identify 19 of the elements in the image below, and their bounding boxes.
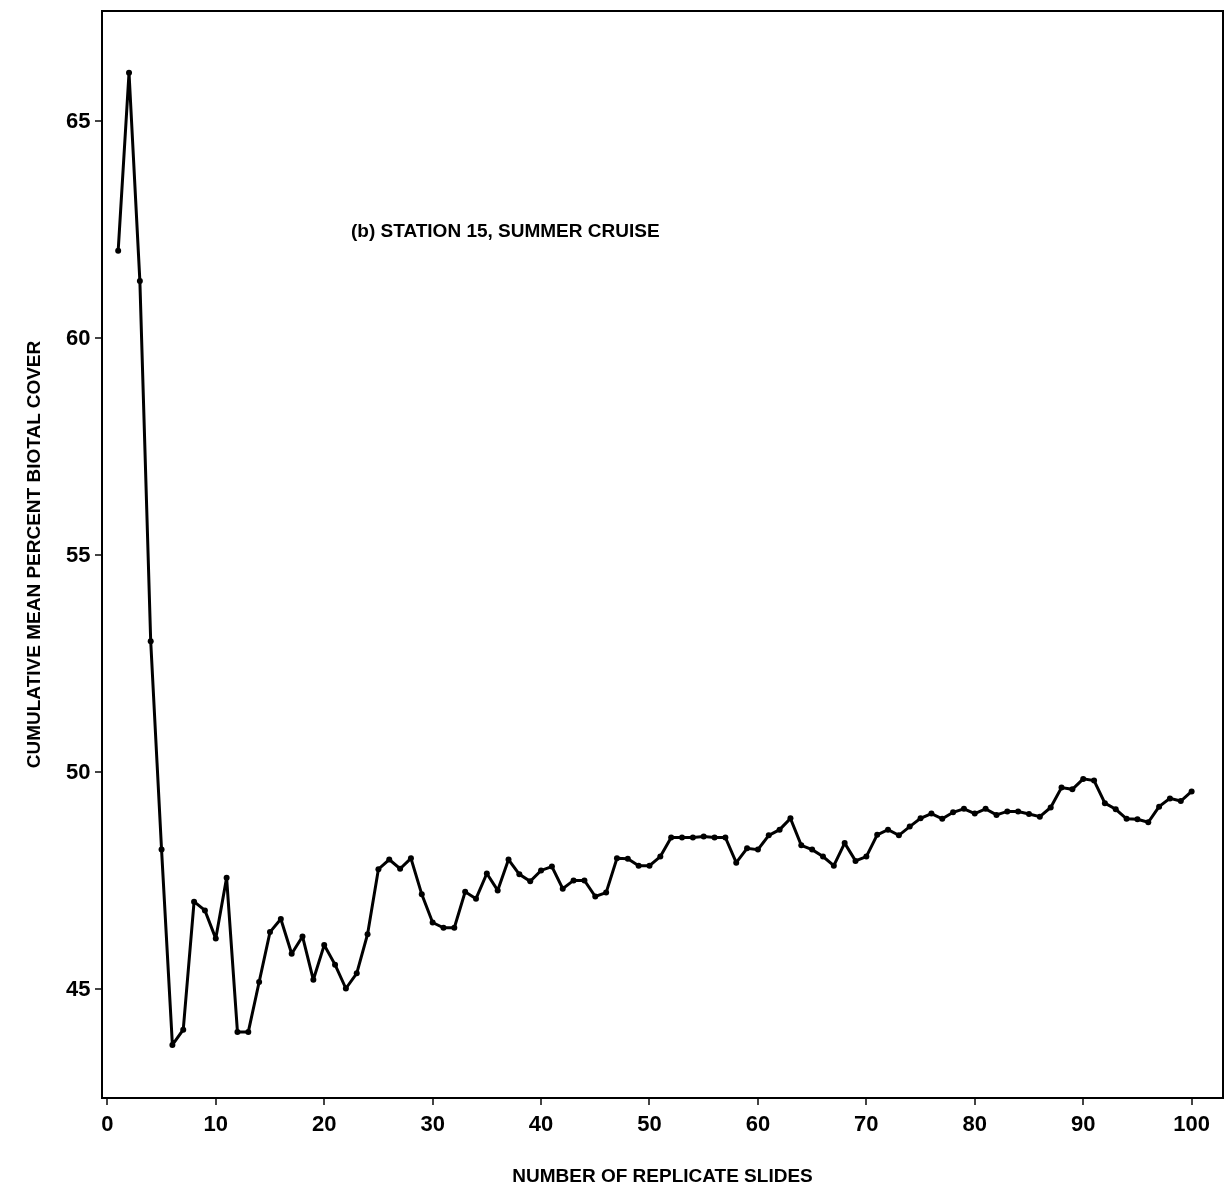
x-tick-label: 0: [101, 1111, 114, 1137]
annotation: (b) STATION 15, SUMMER CRUISE: [351, 220, 660, 241]
x-tick-label: 10: [203, 1111, 229, 1137]
y-axis-title: CUMULATIVE MEAN PERCENT BIOTAL COVER: [23, 340, 45, 769]
x-tick-label: 40: [528, 1111, 554, 1137]
x-tick-label: 80: [962, 1111, 988, 1137]
x-axis-title: NUMBER OF REPLICATE SLIDES: [512, 1165, 813, 1186]
y-tick-label: 50: [66, 759, 91, 785]
x-tick-label: 60: [745, 1111, 771, 1137]
y-tick-label: 45: [66, 976, 91, 1002]
y-tick-label: 60: [66, 325, 91, 351]
x-tick-label: 30: [420, 1111, 445, 1137]
x-tick-label: 20: [311, 1111, 337, 1137]
x-tick-label: 50: [637, 1111, 662, 1137]
x-tick-label: 90: [1070, 1111, 1096, 1137]
y-tick-label: 65: [66, 108, 91, 134]
x-tick-label: 70: [854, 1111, 879, 1137]
y-tick-label: 55: [66, 542, 91, 568]
x-tick-label: 100: [1173, 1111, 1210, 1137]
